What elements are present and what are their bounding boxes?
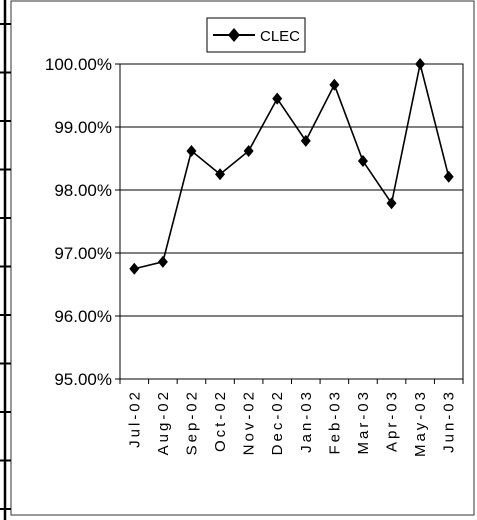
series-line <box>134 63 450 270</box>
y-tick-label: 95.00% <box>54 370 112 389</box>
legend-label-clec: CLEC <box>260 28 300 45</box>
data-point-marker <box>186 144 197 157</box>
x-tick-label: Nov-02 <box>241 389 258 455</box>
data-point-marker <box>157 255 168 268</box>
y-tick-label: 99.00% <box>54 118 112 137</box>
y-tick-label: 98.00% <box>54 181 112 200</box>
x-tick-label: Jan-03 <box>298 389 315 453</box>
y-tick-label: 97.00% <box>54 244 112 263</box>
x-tick-label: Jun-03 <box>441 389 458 453</box>
data-point-marker <box>415 58 426 70</box>
x-tick-label: Feb-03 <box>326 389 343 455</box>
data-point-marker <box>215 168 226 181</box>
x-tick-label: May-03 <box>412 389 429 457</box>
x-tick-label: Jul-02 <box>126 389 143 448</box>
legend: CLEC <box>206 17 306 53</box>
series-clec <box>129 58 454 275</box>
gridlines <box>115 63 463 380</box>
data-point-marker <box>443 170 454 183</box>
data-point-marker <box>243 144 254 157</box>
x-tick-label: Oct-02 <box>212 389 229 452</box>
data-point-marker <box>272 92 283 105</box>
x-tick-label: Apr-03 <box>384 389 401 452</box>
legend-diamond-marker <box>228 28 240 42</box>
data-point-marker <box>357 155 368 168</box>
x-tick-label: Dec-02 <box>269 389 286 455</box>
plot-area <box>119 63 464 380</box>
data-point-marker <box>300 134 311 147</box>
y-tick-label: 100.00% <box>45 55 112 74</box>
data-point-marker <box>129 262 140 275</box>
left-strip-ticks <box>0 23 11 510</box>
y-tick-label: 96.00% <box>54 307 112 326</box>
y-axis-tick-labels: 95.00% 96.00% 97.00% 98.00% 99.00% 100.00% <box>45 55 112 389</box>
data-point-marker <box>329 78 340 91</box>
x-tick-label: Sep-02 <box>183 389 200 455</box>
x-tick-label: Mar-03 <box>355 389 372 455</box>
x-axis-tick-labels: Jul-02 Aug-02 Sep-02 Oct-02 Nov-02 Dec-02 Jan-… <box>119 379 464 457</box>
data-point-marker <box>386 197 397 210</box>
x-tick-label: Aug-02 <box>155 389 172 455</box>
